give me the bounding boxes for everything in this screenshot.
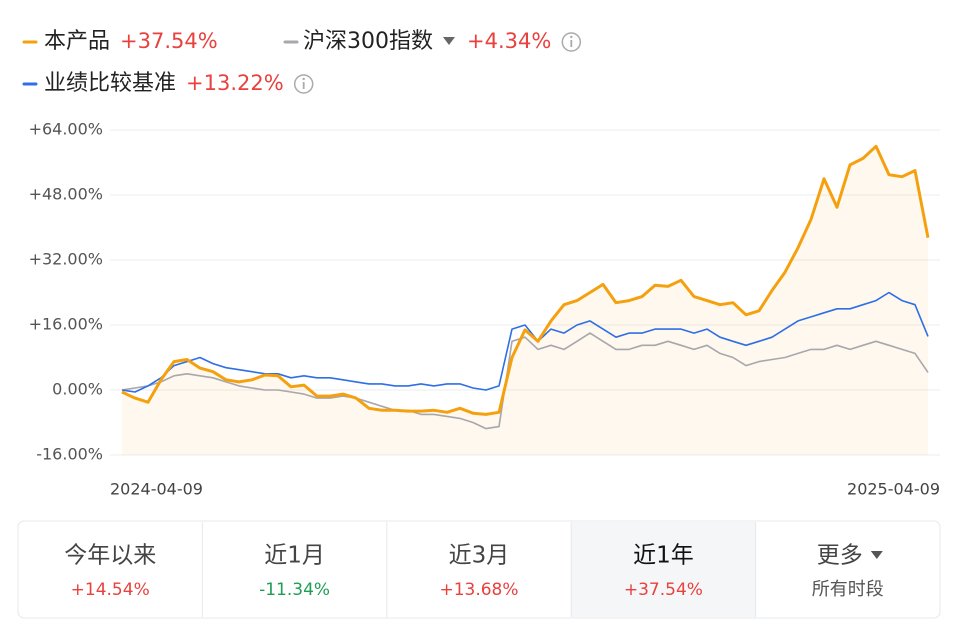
line [121, 291, 929, 393]
legend-return: +4.34% [467, 29, 551, 53]
tab-label[interactable]: 更多 [817, 543, 863, 569]
dropdown-icon[interactable] [870, 551, 883, 559]
y-tick-label: +16.00% [29, 315, 103, 334]
legend-name[interactable]: 本产品 [44, 29, 110, 54]
x-tick-label: 2025-04-09 [847, 480, 940, 499]
info-icon[interactable] [293, 74, 314, 94]
tab-sub: 所有时段 [812, 579, 884, 600]
info-icon [570, 35, 573, 39]
y-tick-label: +64.00% [29, 120, 103, 139]
info-icon[interactable] [561, 32, 582, 52]
area [122, 146, 928, 456]
legend-name[interactable]: 沪深300指数 [303, 29, 433, 54]
x-tick-label: 2024-04-09 [110, 480, 203, 499]
line [121, 144, 930, 416]
legend-return: +37.54% [120, 29, 218, 53]
y-tick-label: +48.00% [29, 185, 103, 204]
tab-label[interactable]: 近1月 [264, 543, 325, 569]
tab-label[interactable]: 近1年 [633, 543, 694, 569]
dropdown-icon[interactable] [443, 37, 455, 45]
y-tick-label: -16.00% [36, 445, 103, 464]
legend-name[interactable]: 业绩比较基准 [44, 71, 176, 96]
line [121, 332, 929, 430]
y-tick-label: 0.00% [52, 380, 103, 399]
tab-return: +37.54% [624, 580, 703, 600]
info-icon [302, 77, 305, 81]
tab-return: -11.34% [259, 580, 330, 600]
active-tab [571, 522, 756, 617]
tab-return: +13.68% [439, 580, 518, 600]
y-tick-label: +32.00% [29, 250, 103, 269]
tab-label[interactable]: 近3月 [449, 543, 510, 569]
tab-return: +14.54% [71, 580, 150, 600]
legend-return: +13.22% [186, 71, 284, 95]
tab-label[interactable]: 今年以来 [64, 543, 156, 569]
period-tabs [17, 520, 941, 619]
